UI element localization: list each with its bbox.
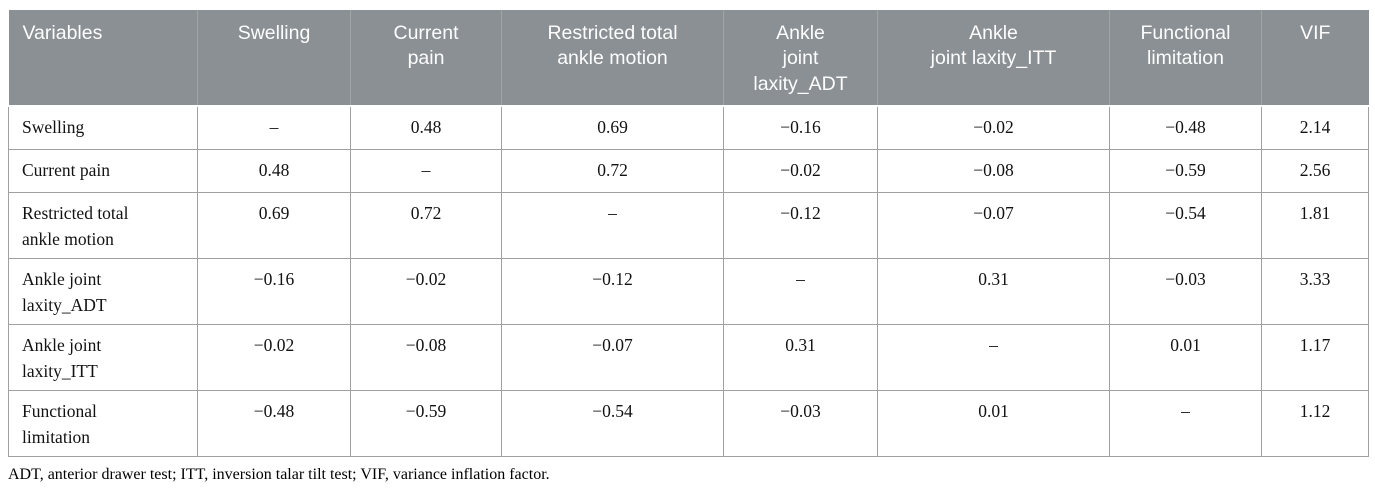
table-cell: 0.72 xyxy=(350,191,502,259)
row-functional-limitation: Functional limitation −0.48 −0.59 −0.54 … xyxy=(8,389,1369,457)
table-cell: −0.59 xyxy=(1109,148,1262,193)
table-cell: −0.16 xyxy=(197,257,351,325)
table-cell: −0.02 xyxy=(723,148,878,193)
table-cell: −0.08 xyxy=(877,148,1110,193)
table-cell: −0.54 xyxy=(501,389,724,457)
row-label: Functional limitation xyxy=(8,389,198,457)
row-ankle-joint-laxity-adt: Ankle joint laxity_ADT −0.16 −0.02 −0.12… xyxy=(8,257,1369,325)
table-cell: −0.02 xyxy=(350,257,502,325)
column-header-ankle-joint-laxity-itt: Ankle joint laxity_ITT xyxy=(877,10,1110,108)
table-cell: 0.69 xyxy=(197,191,351,259)
table-cell: 0.31 xyxy=(877,257,1110,325)
row-swelling: Swelling – 0.48 0.69 −0.16 −0.02 −0.48 2… xyxy=(8,105,1369,150)
table-cell: 0.48 xyxy=(350,105,502,150)
table-cell: −0.12 xyxy=(501,257,724,325)
header-row: Variables Swelling Current pain Restrict… xyxy=(8,10,1369,108)
column-header-ankle-joint-laxity-adt: Ankle joint laxity_ADT xyxy=(723,10,878,108)
table-cell: – xyxy=(501,191,724,259)
row-label: Current pain xyxy=(8,148,198,193)
row-label: Ankle joint laxity_ADT xyxy=(8,257,198,325)
table-cell: −0.03 xyxy=(1109,257,1262,325)
table-cell: 1.17 xyxy=(1261,323,1369,391)
row-ankle-joint-laxity-itt: Ankle joint laxity_ITT −0.02 −0.08 −0.07… xyxy=(8,323,1369,391)
table-cell: −0.54 xyxy=(1109,191,1262,259)
table-cell: – xyxy=(723,257,878,325)
table-cell: 1.12 xyxy=(1261,389,1369,457)
table-cell: −0.59 xyxy=(350,389,502,457)
table-cell: – xyxy=(877,323,1110,391)
row-label: Restricted total ankle motion xyxy=(8,191,198,259)
column-header-variables: Variables xyxy=(8,10,198,108)
table-cell: 2.14 xyxy=(1261,105,1369,150)
table-cell: – xyxy=(1109,389,1262,457)
table-cell: 1.81 xyxy=(1261,191,1369,259)
row-current-pain: Current pain 0.48 – 0.72 −0.02 −0.08 −0.… xyxy=(8,148,1369,193)
table-cell: 0.31 xyxy=(723,323,878,391)
table-cell: 2.56 xyxy=(1261,148,1369,193)
table-cell: 3.33 xyxy=(1261,257,1369,325)
table-cell: −0.07 xyxy=(501,323,724,391)
table-cell: −0.48 xyxy=(197,389,351,457)
table-cell: −0.02 xyxy=(877,105,1110,150)
table-cell: 0.72 xyxy=(501,148,724,193)
column-header-restricted-total-ankle-motion: Restricted total ankle motion xyxy=(501,10,724,108)
table-cell: −0.12 xyxy=(723,191,878,259)
column-header-functional-limitation: Functional limitation xyxy=(1109,10,1262,108)
row-label: Ankle joint laxity_ITT xyxy=(8,323,198,391)
table-cell: 0.01 xyxy=(1109,323,1262,391)
table-cell: −0.03 xyxy=(723,389,878,457)
table-cell: – xyxy=(350,148,502,193)
table-cell: −0.07 xyxy=(877,191,1110,259)
row-label: Swelling xyxy=(8,105,198,150)
table-cell: 0.48 xyxy=(197,148,351,193)
table-footnote: ADT, anterior drawer test; ITT, inversio… xyxy=(8,465,550,483)
table-cell: −0.48 xyxy=(1109,105,1262,150)
table-cell: 0.69 xyxy=(501,105,724,150)
table-cell: −0.02 xyxy=(197,323,351,391)
correlation-table: Variables Swelling Current pain Restrict… xyxy=(8,10,1369,457)
table-cell: 0.01 xyxy=(877,389,1110,457)
table-cell: – xyxy=(197,105,351,150)
table-cell: −0.08 xyxy=(350,323,502,391)
column-header-vif: VIF xyxy=(1261,10,1369,108)
column-header-swelling: Swelling xyxy=(197,10,351,108)
row-restricted-total-ankle-motion: Restricted total ankle motion 0.69 0.72 … xyxy=(8,191,1369,259)
column-header-current-pain: Current pain xyxy=(350,10,502,108)
table-cell: −0.16 xyxy=(723,105,878,150)
